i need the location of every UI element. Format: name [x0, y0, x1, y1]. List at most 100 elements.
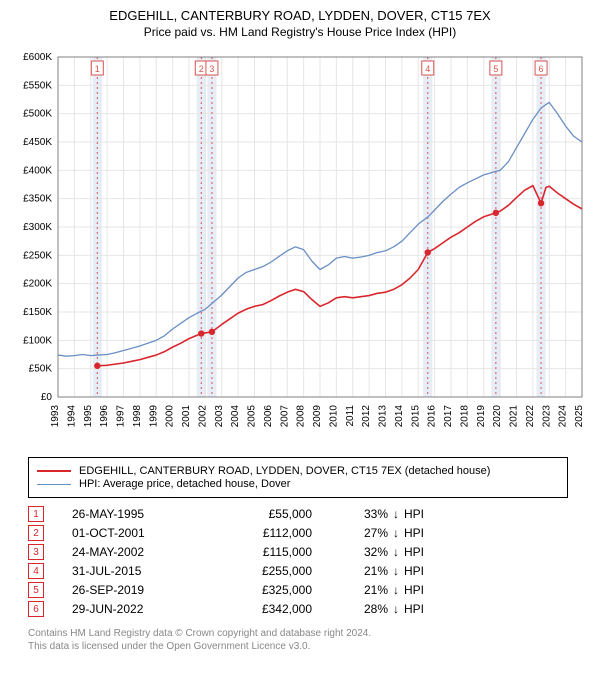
legend-swatch — [37, 470, 71, 472]
svg-text:2008: 2008 — [296, 405, 307, 428]
legend-label: EDGEHILL, CANTERBURY ROAD, LYDDEN, DOVER… — [79, 465, 490, 477]
transaction-row: 324-MAY-2002£115,00032%↓HPI — [28, 544, 592, 560]
transaction-date: 01-OCT-2001 — [72, 526, 212, 540]
svg-text:£300K: £300K — [23, 222, 52, 233]
svg-text:£350K: £350K — [23, 194, 52, 205]
svg-text:1: 1 — [95, 64, 100, 74]
svg-text:2006: 2006 — [263, 405, 274, 428]
svg-text:2013: 2013 — [378, 405, 389, 428]
transaction-table: 126-MAY-1995£55,00033%↓HPI201-OCT-2001£1… — [28, 506, 592, 617]
svg-text:1997: 1997 — [116, 405, 127, 428]
hpi-label: HPI — [404, 507, 444, 521]
svg-text:£250K: £250K — [23, 250, 52, 261]
transaction-row: 526-SEP-2019£325,00021%↓HPI — [28, 582, 592, 598]
transaction-price: £112,000 — [212, 526, 312, 540]
hpi-label: HPI — [404, 564, 444, 578]
transaction-pct: 21% — [328, 583, 388, 597]
svg-text:1993: 1993 — [50, 405, 61, 428]
svg-text:5: 5 — [493, 64, 498, 74]
chart-area: £0 £50K £100K £150K £200K £250K £300K £350K £400… — [8, 47, 592, 447]
transaction-pct: 33% — [328, 507, 388, 521]
hpi-label: HPI — [404, 526, 444, 540]
svg-text:£450K: £450K — [23, 137, 52, 148]
svg-text:1994: 1994 — [66, 405, 77, 428]
svg-text:2004: 2004 — [230, 405, 241, 428]
chart-svg: £0 £50K £100K £150K £200K £250K £300K £350K £400… — [8, 47, 592, 447]
svg-text:2002: 2002 — [197, 405, 208, 428]
svg-text:2025: 2025 — [574, 405, 585, 428]
down-arrow-icon: ↓ — [388, 583, 404, 597]
legend: EDGEHILL, CANTERBURY ROAD, LYDDEN, DOVER… — [28, 457, 568, 498]
footer: Contains HM Land Registry data © Crown c… — [28, 627, 592, 653]
svg-text:£550K: £550K — [23, 80, 52, 91]
transaction-marker: 6 — [28, 601, 44, 617]
chart-subtitle: Price paid vs. HM Land Registry's House … — [8, 25, 592, 39]
svg-text:£100K: £100K — [23, 335, 52, 346]
svg-text:2000: 2000 — [165, 405, 176, 428]
svg-text:1996: 1996 — [99, 405, 110, 428]
svg-text:4: 4 — [425, 64, 430, 74]
footer-line1: Contains HM Land Registry data © Crown c… — [28, 627, 592, 640]
svg-text:£150K: £150K — [23, 307, 52, 318]
down-arrow-icon: ↓ — [388, 564, 404, 578]
svg-text:2003: 2003 — [214, 405, 225, 428]
svg-text:2020: 2020 — [492, 405, 503, 428]
svg-text:2023: 2023 — [541, 405, 552, 428]
hpi-label: HPI — [404, 602, 444, 616]
svg-text:2016: 2016 — [427, 405, 438, 428]
svg-text:2: 2 — [199, 64, 204, 74]
footer-line2: This data is licensed under the Open Gov… — [28, 640, 592, 653]
svg-text:2024: 2024 — [558, 405, 569, 428]
transaction-date: 29-JUN-2022 — [72, 602, 212, 616]
svg-text:£600K: £600K — [23, 52, 52, 63]
svg-text:1995: 1995 — [83, 405, 94, 428]
svg-text:1998: 1998 — [132, 405, 143, 428]
transaction-price: £255,000 — [212, 564, 312, 578]
transaction-pct: 32% — [328, 545, 388, 559]
down-arrow-icon: ↓ — [388, 602, 404, 616]
down-arrow-icon: ↓ — [388, 526, 404, 540]
svg-text:2011: 2011 — [345, 405, 356, 427]
transaction-row: 431-JUL-2015£255,00021%↓HPI — [28, 563, 592, 579]
svg-text:£0: £0 — [41, 392, 53, 403]
legend-label: HPI: Average price, detached house, Dove… — [79, 478, 290, 490]
legend-item: HPI: Average price, detached house, Dove… — [37, 478, 559, 490]
transaction-price: £55,000 — [212, 507, 312, 521]
transaction-marker: 2 — [28, 525, 44, 541]
svg-text:£500K: £500K — [23, 109, 52, 120]
transaction-price: £115,000 — [212, 545, 312, 559]
transaction-marker: 1 — [28, 506, 44, 522]
transaction-date: 26-SEP-2019 — [72, 583, 212, 597]
transaction-row: 2 01-OCT-2001£112,000 27%↓HPI — [28, 525, 592, 541]
svg-text:£50K: £50K — [29, 364, 53, 375]
title-block: EDGEHILL, CANTERBURY ROAD, LYDDEN, DOVER… — [8, 8, 592, 39]
svg-text:2001: 2001 — [181, 405, 192, 428]
transaction-marker: 4 — [28, 563, 44, 579]
svg-text:2019: 2019 — [476, 405, 487, 428]
transaction-date: 26-MAY-1995 — [72, 507, 212, 521]
svg-text:2005: 2005 — [247, 405, 258, 428]
transaction-pct: 28% — [328, 602, 388, 616]
svg-text:2007: 2007 — [279, 405, 290, 428]
transaction-price: £342,000 — [212, 602, 312, 616]
legend-swatch — [37, 484, 71, 485]
svg-text:2010: 2010 — [328, 405, 339, 428]
svg-text:6: 6 — [539, 64, 544, 74]
transaction-pct: 27% — [328, 526, 388, 540]
svg-text:2009: 2009 — [312, 405, 323, 428]
svg-text:2015: 2015 — [410, 405, 421, 428]
svg-text:3: 3 — [209, 64, 214, 74]
down-arrow-icon: ↓ — [388, 507, 404, 521]
svg-text:2014: 2014 — [394, 405, 405, 428]
svg-text:2022: 2022 — [525, 405, 536, 428]
transaction-date: 31-JUL-2015 — [72, 564, 212, 578]
svg-text:£400K: £400K — [23, 165, 52, 176]
chart-title: EDGEHILL, CANTERBURY ROAD, LYDDEN, DOVER… — [8, 8, 592, 23]
legend-item: EDGEHILL, CANTERBURY ROAD, LYDDEN, DOVER… — [37, 465, 559, 477]
down-arrow-icon: ↓ — [388, 545, 404, 559]
svg-text:£200K: £200K — [23, 279, 52, 290]
transaction-marker: 5 — [28, 582, 44, 598]
svg-text:2012: 2012 — [361, 405, 372, 428]
svg-text:2017: 2017 — [443, 405, 454, 428]
hpi-label: HPI — [404, 583, 444, 597]
